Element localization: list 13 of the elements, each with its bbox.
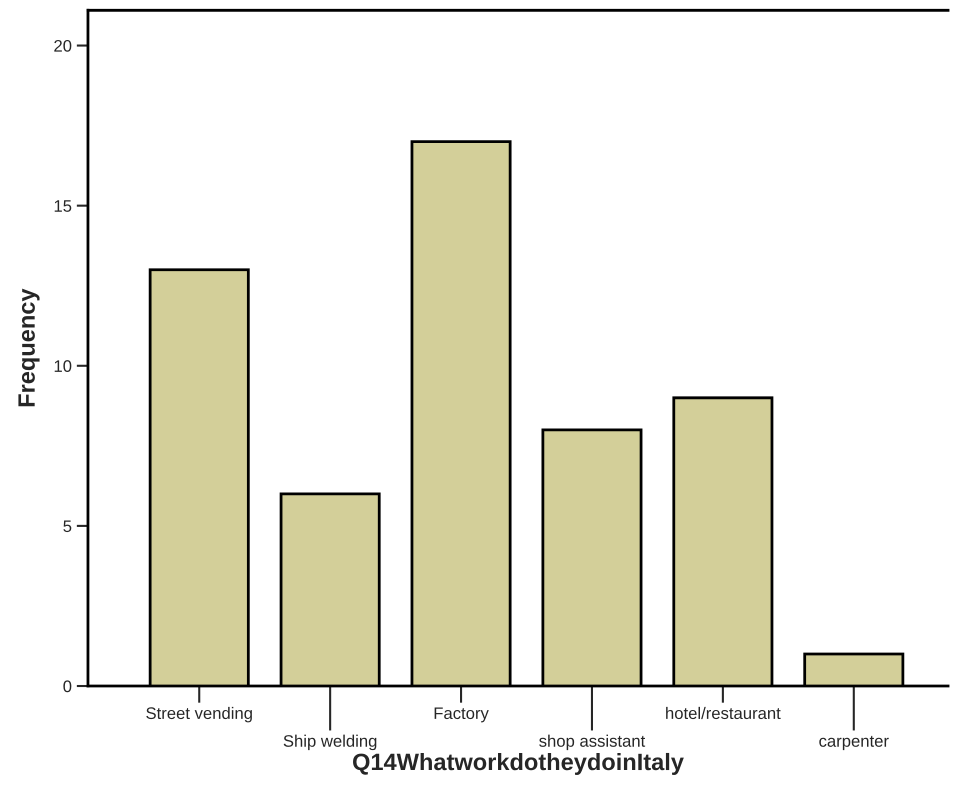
x-tick-label: Ship welding xyxy=(284,734,376,750)
y-tick-label: 20 xyxy=(54,40,72,52)
y-tick-label: 15 xyxy=(54,200,72,212)
y-tick-label: 10 xyxy=(54,360,72,372)
y-tick-label: 0 xyxy=(63,680,72,692)
x-tick-label: carpenter xyxy=(819,736,889,750)
x-axis-title: Q14WhatworkdotheydoinItaly xyxy=(353,752,684,775)
x-tick-label: shop assistant xyxy=(539,734,646,750)
x-tick-label: Street vending xyxy=(146,706,252,722)
y-axis-title: Frequency xyxy=(18,288,40,406)
x-tick-label: hotel/restaurant xyxy=(666,706,781,720)
x-tick-label: Factory xyxy=(434,707,489,722)
y-tick-label: 5 xyxy=(63,520,72,532)
